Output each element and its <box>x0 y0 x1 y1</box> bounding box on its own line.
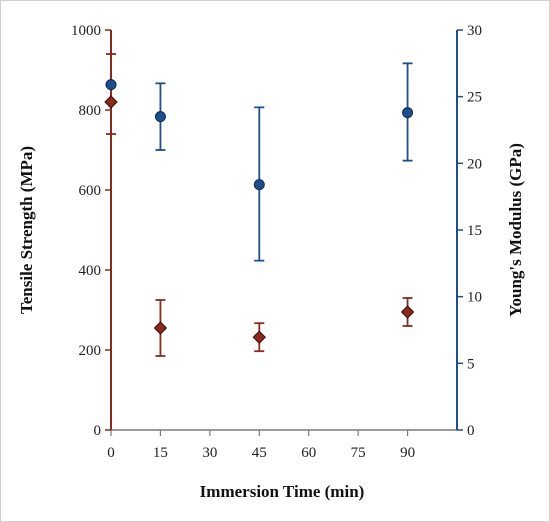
x-tick-label: 45 <box>252 445 267 461</box>
y-left-tick-label: 0 <box>94 423 102 439</box>
axes-group: 0 15 30 45 60 75 90 0 200 400 600 800 1000 0 5 10 15 20 25… <box>71 23 482 461</box>
data-point-tensile <box>104 95 118 109</box>
x-tick-label: 0 <box>107 445 115 461</box>
x-tick-label: 30 <box>202 445 217 461</box>
data-point-tensile <box>153 321 168 335</box>
data-point-tensile <box>400 305 415 319</box>
y-left-tick-label: 400 <box>79 263 102 279</box>
x-tick-label: 75 <box>351 445 366 461</box>
y-axis-right-title: Young's Modulus (GPa) <box>506 143 525 317</box>
data-point-modulus <box>402 107 414 119</box>
y-right-tick-label: 30 <box>467 23 482 39</box>
points-group <box>104 79 415 344</box>
x-axis-title: Immersion Time (min) <box>200 482 365 501</box>
data-point-modulus <box>253 179 265 191</box>
x-tick-label: 15 <box>153 445 168 461</box>
y-right-tick-label: 5 <box>467 356 475 372</box>
x-tick-label: 90 <box>400 445 415 461</box>
y-axis-left-title: Tensile Strength (MPa) <box>17 146 36 314</box>
y-right-tick-label: 25 <box>467 90 482 106</box>
y-right-tick-label: 0 <box>467 423 475 439</box>
y-left-tick-label: 200 <box>79 343 102 359</box>
y-right-tick-label: 10 <box>467 290 482 306</box>
x-tick-label: 60 <box>301 445 316 461</box>
y-left-tick-label: 800 <box>79 103 102 119</box>
data-point-tensile <box>252 330 266 344</box>
y-left-tick-label: 1000 <box>71 23 101 39</box>
data-point-modulus <box>154 111 166 123</box>
data-point-modulus <box>105 79 117 91</box>
y-right-tick-label: 15 <box>467 223 482 239</box>
y-right-tick-label: 20 <box>467 156 482 172</box>
y-left-tick-label: 600 <box>79 183 102 199</box>
